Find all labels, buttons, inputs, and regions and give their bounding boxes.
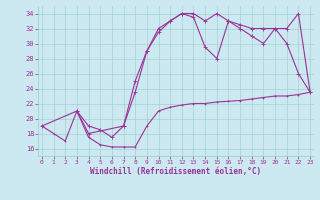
X-axis label: Windchill (Refroidissement éolien,°C): Windchill (Refroidissement éolien,°C) xyxy=(91,167,261,176)
